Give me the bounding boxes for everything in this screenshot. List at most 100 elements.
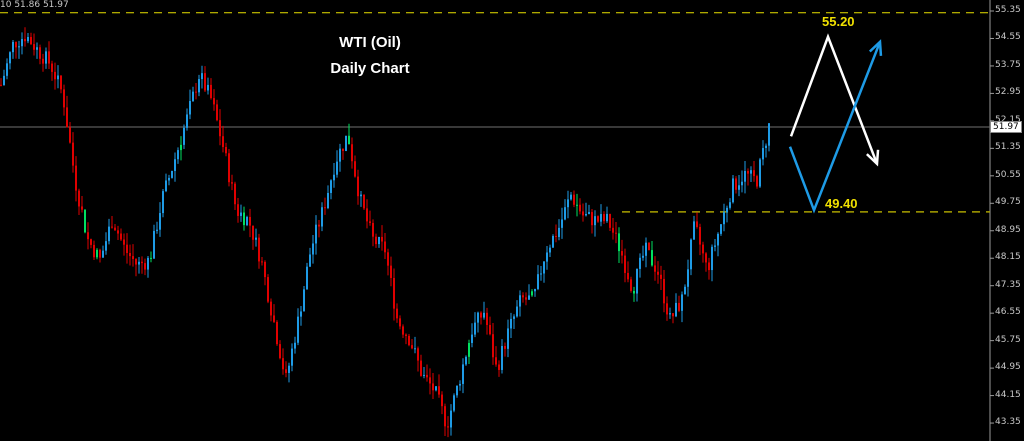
candle-body (201, 73, 203, 80)
candle-body (399, 318, 401, 327)
candle-body (732, 178, 734, 203)
candle-body (297, 316, 299, 343)
candle-body (441, 394, 443, 407)
candle-body (588, 212, 590, 215)
candle-body (648, 242, 650, 251)
candle-body (510, 318, 512, 329)
candle-body (168, 177, 170, 181)
candle-body (162, 191, 164, 214)
candle-body (444, 406, 446, 427)
candle-body (165, 180, 167, 192)
candle-body (435, 386, 437, 391)
candle-body (138, 261, 140, 265)
candle-body (21, 39, 23, 47)
y-tick-label: 44.15 (995, 389, 1021, 400)
candle-body (702, 244, 704, 254)
candle-body (627, 272, 629, 280)
candle-body (492, 334, 494, 358)
candle-body (315, 224, 317, 244)
candle-body (366, 208, 368, 222)
candle-body (417, 348, 419, 361)
chart-title: WTI (Oil) (339, 34, 401, 51)
candle-body (708, 262, 710, 271)
candle-body (294, 342, 296, 349)
candle-body (150, 257, 152, 259)
candle-body (0, 84, 2, 86)
candle-body (237, 204, 239, 216)
candle-body (183, 127, 185, 145)
candle-body (255, 237, 257, 240)
candle-body (336, 161, 338, 175)
candle-body (84, 209, 86, 233)
ohlc-header: 10 51.86 51.97 (0, 0, 69, 10)
candle-body (663, 278, 665, 304)
candle-body (42, 58, 44, 64)
candle-body (516, 306, 518, 317)
candle-body (480, 312, 482, 318)
candle-body (60, 75, 62, 90)
candle-body (372, 222, 374, 237)
candle-body (252, 225, 254, 240)
candle-body (555, 236, 557, 238)
candle-body (282, 358, 284, 370)
candle-body (147, 257, 149, 270)
candle-body (756, 176, 758, 187)
candle-body (228, 153, 230, 183)
candle-body (324, 207, 326, 209)
candle-body (75, 165, 77, 191)
candle-body (144, 263, 146, 270)
bullish-scenario-arrow (788, 41, 882, 214)
candle-body (36, 47, 38, 50)
candle-body (18, 46, 20, 48)
candle-body (210, 84, 212, 99)
candle-body (483, 312, 485, 318)
candle-body (546, 252, 548, 262)
candle-body (495, 357, 497, 365)
candle-body (303, 289, 305, 312)
candle-body (276, 321, 278, 345)
candle-body (474, 322, 476, 335)
candle-body (234, 183, 236, 205)
candle-body (711, 246, 713, 271)
candle-body (300, 311, 302, 317)
candle-body (735, 178, 737, 190)
candle-body (342, 148, 344, 151)
candle-body (540, 273, 542, 275)
arrowhead-icon (866, 149, 880, 167)
candle-body (681, 294, 683, 311)
candle-body (645, 242, 647, 256)
candle-body (333, 174, 335, 181)
candle-body (216, 104, 218, 121)
bearish-scenario-arrow (789, 33, 879, 165)
candle-body (30, 37, 32, 45)
candle-body (528, 295, 530, 300)
candle-body (348, 135, 350, 145)
candle-body (204, 73, 206, 91)
candle-body (747, 171, 749, 174)
candle-body (642, 255, 644, 258)
candle-body (45, 51, 47, 64)
candle-body (684, 286, 686, 295)
candle-body (309, 254, 311, 267)
candle-body (549, 247, 551, 253)
candle-body (327, 192, 329, 209)
candle-body (177, 150, 179, 160)
candle-body (189, 101, 191, 115)
candle-body (585, 214, 587, 216)
candle-body (33, 44, 35, 50)
candle-body (678, 302, 680, 311)
candle-body (489, 324, 491, 335)
candle-body (453, 395, 455, 411)
candle-body (468, 342, 470, 357)
candle-body (504, 346, 506, 349)
candle-body (741, 181, 743, 186)
candle-body (432, 383, 434, 391)
candle-body (171, 170, 173, 178)
candle-body (591, 212, 593, 226)
candle-body (330, 180, 332, 193)
candle-body (552, 236, 554, 248)
candle-body (414, 348, 416, 350)
candle-body (114, 227, 116, 231)
candle-body (717, 233, 719, 246)
